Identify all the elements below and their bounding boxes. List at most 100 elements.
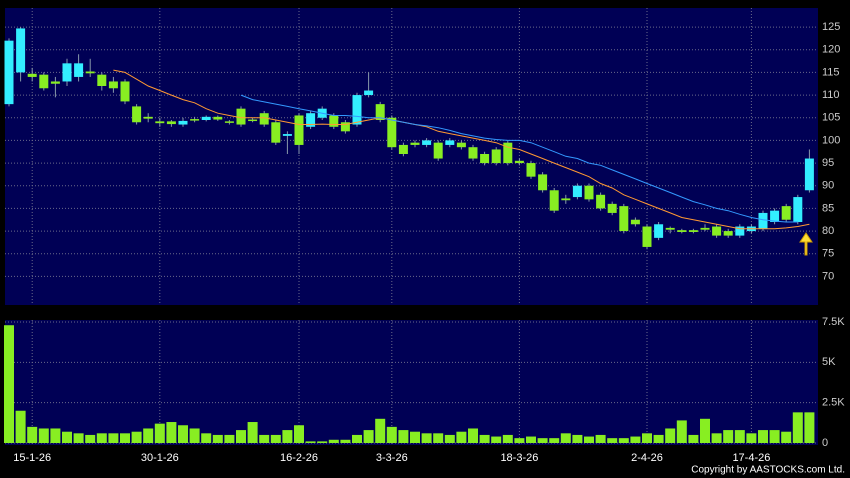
y-tick-label: 7.5K xyxy=(822,316,845,328)
candle-body xyxy=(561,198,571,201)
x-tick-label: 30-1-26 xyxy=(141,452,179,464)
candle-body xyxy=(259,113,269,125)
volume-bar xyxy=(410,431,420,443)
candle-body xyxy=(224,121,234,123)
candle-body xyxy=(236,108,246,125)
candle-body xyxy=(526,163,536,177)
volume-bar xyxy=(375,418,386,443)
volume-bar xyxy=(700,418,710,443)
volume-bar xyxy=(352,434,362,443)
candle-body xyxy=(572,185,582,198)
candle-body xyxy=(804,158,814,191)
volume-bar xyxy=(73,433,84,443)
volume-bar xyxy=(433,433,444,443)
volume-bar xyxy=(653,434,664,443)
volume-bar xyxy=(549,438,560,443)
candle-body xyxy=(700,227,710,230)
candle-body xyxy=(155,121,165,124)
y-tick-label: 95 xyxy=(822,157,834,169)
volume-bar xyxy=(468,428,478,443)
y-tick-label: 115 xyxy=(822,66,840,78)
candle-body xyxy=(665,227,675,230)
candle-body xyxy=(213,116,223,120)
candle-body xyxy=(688,230,698,232)
volume-bar xyxy=(282,430,293,443)
volume-bar xyxy=(120,433,130,443)
volume-bar xyxy=(444,434,455,443)
candle-body xyxy=(282,134,292,136)
candle-body xyxy=(503,142,513,164)
volume-panel xyxy=(5,320,818,445)
moving-average-line xyxy=(240,94,798,223)
volume-bar xyxy=(62,431,72,443)
candle-body xyxy=(735,226,745,236)
candle-body xyxy=(538,174,548,191)
candle-body xyxy=(375,104,385,120)
volume-bar xyxy=(758,430,768,443)
volume-bar xyxy=(502,434,513,443)
candle-body xyxy=(630,219,640,225)
x-tick-label: 17-4-26 xyxy=(732,452,770,464)
y-tick-label: 100 xyxy=(822,134,840,146)
volume-bar xyxy=(259,434,270,443)
y-tick-label: 0 xyxy=(822,437,828,449)
volume-bar xyxy=(792,412,803,443)
volume-bar xyxy=(15,410,26,443)
x-tick-label: 16-2-26 xyxy=(280,452,318,464)
y-tick-label: 125 xyxy=(822,21,840,33)
copyright: Copyright by AASTOCKS.com Ltd. xyxy=(691,465,845,476)
volume-bar xyxy=(131,431,142,443)
candle-body xyxy=(364,90,374,96)
candle-body xyxy=(723,231,733,236)
volume-bar xyxy=(305,441,316,443)
volume-bar xyxy=(270,434,281,443)
candle-body xyxy=(178,120,188,125)
candle-body xyxy=(387,117,397,148)
volume-bar xyxy=(236,430,246,443)
candle-body xyxy=(62,63,72,82)
y-tick-label: 85 xyxy=(822,202,834,214)
volume-bar xyxy=(734,430,745,443)
volume-bar xyxy=(618,438,629,443)
y-tick-label: 110 xyxy=(822,89,840,101)
volume-bar xyxy=(630,436,641,443)
candle-body xyxy=(422,140,432,145)
volume-bar xyxy=(676,420,687,443)
candle-body xyxy=(619,206,629,232)
volume-bar xyxy=(143,428,154,443)
volume-bar xyxy=(154,423,165,443)
volume-bar xyxy=(224,434,235,443)
volume-bar xyxy=(398,430,409,443)
candle-body xyxy=(398,144,408,154)
volume-bar xyxy=(804,412,815,443)
candle-body xyxy=(758,212,768,229)
x-tick-label: 3-3-26 xyxy=(376,452,408,464)
volume-bar xyxy=(769,430,780,443)
volume-bar xyxy=(642,433,652,443)
candle-body xyxy=(143,116,153,119)
y-tick-label: 70 xyxy=(822,270,834,282)
candle-body xyxy=(4,40,14,105)
candle-body xyxy=(108,81,118,89)
plot-layer: 70 75 80 85 90 95 100 105 110 115 120 125 0 2.5K 5K 7.5… xyxy=(4,8,845,464)
candle-body xyxy=(340,122,350,132)
candle-body xyxy=(642,226,652,247)
candle-body xyxy=(190,119,200,121)
volume-bar xyxy=(526,436,536,443)
candle-body xyxy=(74,63,84,77)
candle-body xyxy=(132,106,142,123)
candle-body xyxy=(27,73,37,77)
candle-body xyxy=(201,116,211,120)
volume-bar xyxy=(665,428,676,443)
y-tick-label: 90 xyxy=(822,180,834,192)
x-tick-label: 15-1-26 xyxy=(13,452,51,464)
volume-bar xyxy=(178,425,188,443)
volume-bar xyxy=(50,428,61,443)
candle-body xyxy=(445,140,455,145)
volume-bar xyxy=(201,433,212,443)
candle-body xyxy=(793,197,803,222)
candle-body xyxy=(677,230,687,232)
candle-body xyxy=(166,121,176,125)
volume-bar xyxy=(212,434,223,443)
